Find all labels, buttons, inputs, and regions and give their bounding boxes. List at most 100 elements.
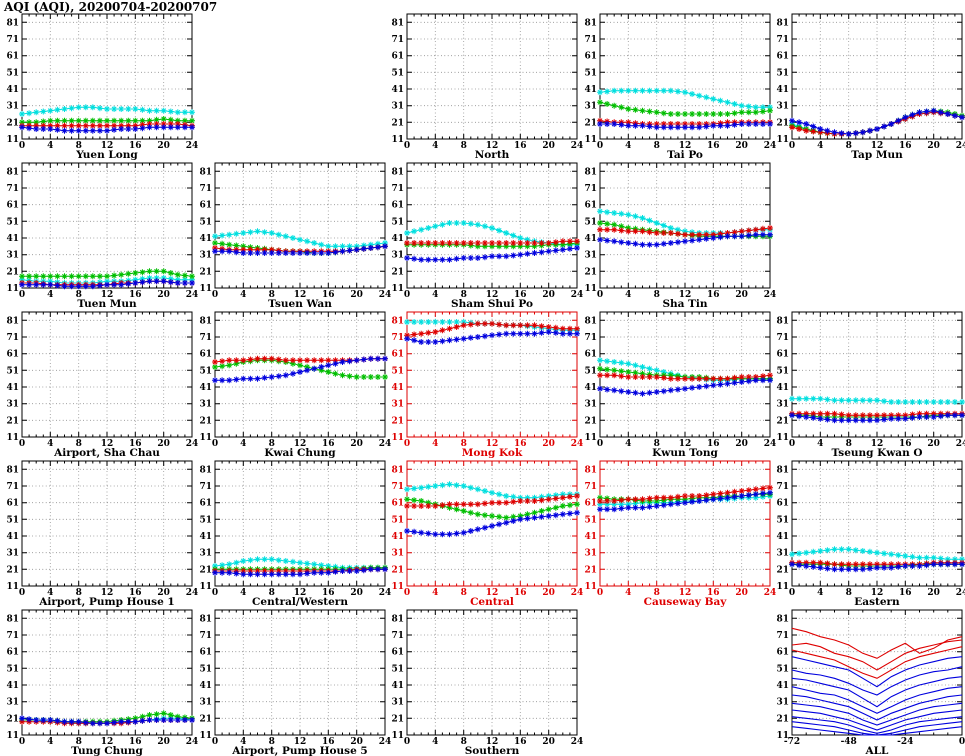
panel-title: Airport, Pump House 5 — [231, 745, 367, 756]
x-tick-label: 8 — [654, 588, 660, 598]
panel-causeway-bay: 11 21 31 41 51 61 71 81 0 4 8 12 16 20 24 Causeway Bay — [578, 449, 778, 608]
x-tick-label: 16 — [899, 439, 912, 449]
y-tick-label: 61 — [6, 648, 19, 658]
chart-svg: 11 21 31 41 51 61 71 81 0 4 8 12 16 20 24 North — [391, 13, 583, 161]
y-tick-label: 31 — [584, 549, 597, 559]
x-tick-label: 12 — [294, 290, 307, 300]
series-markers-red — [597, 225, 773, 238]
y-tick-label: 61 — [391, 201, 404, 211]
y-tick-label: 81 — [199, 167, 212, 177]
y-tick-label: 71 — [391, 333, 404, 343]
y-tick-label: 41 — [391, 681, 404, 691]
y-tick-label: 71 — [6, 35, 19, 45]
x-tick-label: 0 — [597, 439, 603, 449]
x-tick-label: 4 — [817, 588, 823, 598]
x-tick-label: 16 — [322, 737, 335, 747]
chart-svg: 11 21 31 41 51 61 71 81 0 4 8 12 16 20 24 Eastern — [776, 460, 965, 608]
x-tick-label: 20 — [542, 737, 555, 747]
y-tick-label: 61 — [6, 499, 19, 509]
y-tick-label: 81 — [6, 167, 19, 177]
panel-title: Kwun Tong — [652, 447, 718, 459]
x-tick-label: 8 — [76, 439, 82, 449]
x-tick-label: 12 — [871, 588, 884, 598]
y-tick-label: 31 — [199, 400, 212, 410]
y-tick-label: 61 — [584, 350, 597, 360]
y-tick-label: 21 — [6, 714, 19, 724]
x-tick-label: 12 — [101, 141, 114, 151]
y-tick-label: 21 — [199, 267, 212, 277]
y-tick-label: 31 — [391, 102, 404, 112]
x-tick-label: 12 — [486, 439, 499, 449]
y-tick-label: 51 — [391, 68, 404, 78]
y-tick-label: 41 — [584, 234, 597, 244]
x-tick-label: 4 — [817, 141, 823, 151]
y-tick-label: 31 — [584, 251, 597, 261]
x-tick-label: 4 — [47, 588, 53, 598]
y-tick-label: 11 — [6, 433, 19, 443]
y-tick-label: 61 — [6, 350, 19, 360]
x-tick-label: 16 — [514, 439, 527, 449]
x-tick-label: 8 — [846, 588, 852, 598]
y-tick-label: 51 — [199, 366, 212, 376]
y-tick-label: 31 — [584, 102, 597, 112]
chart-svg: 11 21 31 41 51 61 71 81 0 4 8 12 16 20 24 Kwun Tong — [584, 311, 777, 459]
series-markers-blue — [212, 566, 388, 578]
panel-title: Tap Mun — [851, 149, 903, 161]
series-markers-cyan — [789, 546, 965, 563]
panel-title: Eastern — [854, 596, 900, 608]
y-tick-label: 51 — [584, 68, 597, 78]
series-blue-5 — [791, 694, 963, 721]
chart-svg: 11 21 31 41 51 61 71 81 0 4 8 12 16 20 24 Airport, Pump… — [6, 460, 198, 608]
x-tick-label: 16 — [322, 290, 335, 300]
y-tick-label: 81 — [584, 167, 597, 177]
panel-all: 11 21 31 41 51 61 71 81 -72 -48 -24 0 ALL — [770, 598, 965, 756]
x-tick-label: 0 — [597, 588, 603, 598]
y-tick-label: 31 — [776, 400, 789, 410]
y-tick-label: 51 — [391, 217, 404, 227]
panel-eastern: 11 21 31 41 51 61 71 81 0 4 8 12 16 20 24 Eastern — [770, 449, 965, 608]
y-tick-label: 81 — [584, 465, 597, 475]
y-tick-label: 41 — [776, 532, 789, 542]
x-tick-label: 24 — [186, 439, 199, 449]
x-tick-label: -48 — [841, 737, 857, 747]
x-tick-label: 20 — [350, 588, 363, 598]
y-tick-label: 31 — [391, 400, 404, 410]
x-tick-label: 4 — [47, 290, 53, 300]
series-markers-blue — [789, 561, 965, 573]
x-tick-label: 24 — [764, 439, 777, 449]
y-tick-label: 21 — [776, 118, 789, 128]
y-tick-label: 71 — [6, 631, 19, 641]
x-tick-label: 4 — [240, 737, 246, 747]
series-markers-blue — [19, 278, 195, 290]
y-tick-label: 61 — [199, 201, 212, 211]
series-markers-blue — [597, 121, 773, 131]
y-tick-label: 21 — [391, 267, 404, 277]
panel-title: ALL — [865, 745, 890, 756]
x-tick-label: 16 — [707, 290, 720, 300]
y-tick-label: 21 — [199, 416, 212, 426]
y-tick-label: 11 — [6, 731, 19, 741]
x-tick-label: 12 — [679, 439, 692, 449]
y-tick-label: 11 — [776, 731, 789, 741]
x-tick-label: 8 — [76, 141, 82, 151]
y-tick-label: 81 — [584, 18, 597, 28]
y-tick-label: 61 — [776, 648, 789, 658]
panel-north: 11 21 31 41 51 61 71 81 0 4 8 12 16 20 24 North — [385, 2, 585, 161]
x-tick-label: 4 — [817, 439, 823, 449]
x-tick-label: 20 — [542, 290, 555, 300]
panel-title: North — [475, 149, 510, 161]
series-blue-2 — [791, 666, 963, 696]
y-tick-label: 81 — [391, 316, 404, 326]
panel-title: Tseung Kwan O — [831, 447, 922, 459]
series-markers-red — [404, 320, 580, 339]
y-tick-label: 31 — [584, 400, 597, 410]
x-tick-label: 24 — [571, 290, 584, 300]
series-blue-7 — [791, 709, 963, 731]
panel-title: Tuen Mun — [77, 298, 137, 310]
x-tick-label: 8 — [654, 439, 660, 449]
y-tick-label: 81 — [776, 316, 789, 326]
series-markers-red — [597, 372, 773, 382]
y-tick-label: 21 — [6, 267, 19, 277]
y-tick-label: 71 — [199, 482, 212, 492]
